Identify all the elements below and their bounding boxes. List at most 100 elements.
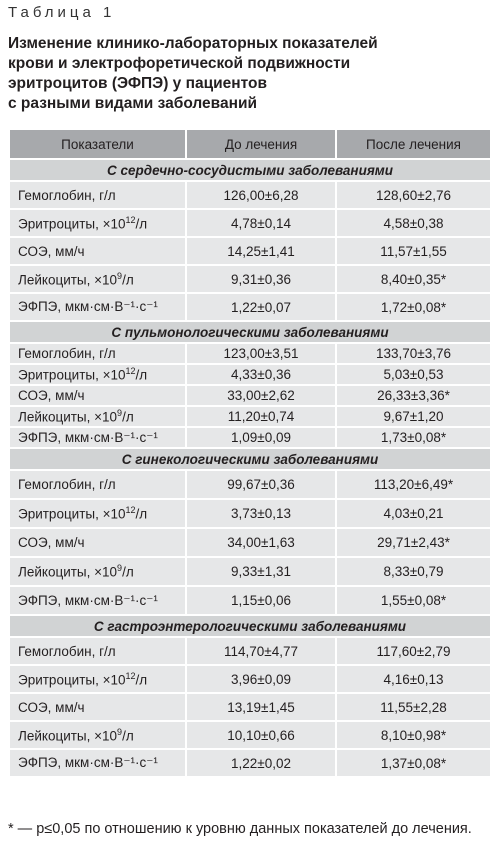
data-row: СОЭ, мм/ч 13,19±1,45 11,55±2,28 bbox=[8, 692, 492, 722]
row-label: Лейкоциты, ×109/л bbox=[8, 720, 187, 750]
value-before: 14,25±1,41 bbox=[185, 236, 337, 266]
data-row: ЭФПЭ, мкм·см·В⁻¹·с⁻¹ 1,22±0,02 1,37±0,08* bbox=[8, 748, 492, 778]
label-unit: /л bbox=[135, 506, 148, 522]
title: Изменение клинико-лабораторных показател… bbox=[8, 34, 488, 114]
value-before: 9,31±0,36 bbox=[185, 264, 337, 294]
row-label: СОЭ, мм/ч bbox=[8, 692, 187, 722]
label-text: ЭФПЭ, мкм·см·В⁻¹·с⁻¹ bbox=[18, 592, 158, 608]
label-text: СОЭ, мм/ч bbox=[18, 388, 85, 403]
value-after: 4,58±0,38 bbox=[335, 208, 492, 238]
data-row: Гемоглобин, г/л 123,00±3,51 133,70±3,76 bbox=[8, 342, 492, 365]
value-after: 8,10±0,98* bbox=[335, 720, 492, 750]
title-line: эритроцитов (ЭФПЭ) у пациентов bbox=[8, 75, 268, 92]
value-before: 9,33±1,31 bbox=[185, 556, 337, 587]
label-text: СОЭ, мм/ч bbox=[18, 699, 85, 715]
row-label: СОЭ, мм/ч bbox=[8, 236, 187, 266]
value-after: 4,16±0,13 bbox=[335, 664, 492, 694]
value-before: 114,70±4,77 bbox=[185, 636, 337, 666]
value-after: 1,73±0,08* bbox=[335, 426, 492, 449]
footnote: * — р≤0,05 по отношению к уровню данных … bbox=[8, 821, 472, 837]
value-before: 11,20±0,74 bbox=[185, 405, 337, 428]
value-after: 29,71±2,43* bbox=[335, 527, 492, 558]
label-text: Эритроциты, ×10 bbox=[18, 506, 126, 522]
label-text: ЭФПЭ, мкм·см·В⁻¹·с⁻¹ bbox=[18, 429, 158, 445]
data-row: Лейкоциты, ×109/л 10,10±0,66 8,10±0,98* bbox=[8, 720, 492, 750]
row-label: ЭФПЭ, мкм·см·В⁻¹·с⁻¹ bbox=[8, 292, 187, 322]
value-after: 5,03±0,53 bbox=[335, 363, 492, 386]
label-unit: /л bbox=[135, 367, 148, 383]
value-before: 4,78±0,14 bbox=[185, 208, 337, 238]
data-row: Эритроциты, ×1012/л 4,33±0,36 5,03±0,53 bbox=[8, 363, 492, 386]
value-before: 3,96±0,09 bbox=[185, 664, 337, 694]
row-label: ЭФПЭ, мкм·см·В⁻¹·с⁻¹ bbox=[8, 585, 187, 616]
label-text: СОЭ, мм/ч bbox=[18, 535, 85, 550]
label-sup: 12 bbox=[125, 214, 136, 225]
data-row: Лейкоциты, ×109/л 9,31±0,36 8,40±0,35* bbox=[8, 264, 492, 294]
label-text: Гемоглобин, г/л bbox=[18, 346, 116, 361]
value-after: 11,57±1,55 bbox=[335, 236, 492, 266]
value-before: 4,33±0,36 bbox=[185, 363, 337, 386]
value-before: 3,73±0,13 bbox=[185, 498, 337, 529]
label-sup: 9 bbox=[117, 563, 123, 574]
label-text: ЭФПЭ, мкм·см·В⁻¹·с⁻¹ bbox=[18, 299, 158, 314]
section-title: С пульмонологическими заболеваниями bbox=[8, 320, 492, 344]
value-before: 10,10±0,66 bbox=[185, 720, 337, 750]
value-after: 11,55±2,28 bbox=[335, 692, 492, 722]
row-label: Эритроциты, ×1012/л bbox=[8, 363, 187, 386]
value-before: 123,00±3,51 bbox=[185, 342, 337, 365]
value-after: 133,70±3,76 bbox=[335, 342, 492, 365]
label-text: Эритроциты, ×10 bbox=[18, 367, 126, 383]
row-label: Лейкоциты, ×109/л bbox=[8, 405, 187, 428]
data-row: Эритроциты, ×1012/л 3,96±0,09 4,16±0,13 bbox=[8, 664, 492, 694]
label-unit: /л bbox=[122, 728, 134, 744]
value-before: 1,15±0,06 bbox=[185, 585, 337, 616]
value-after: 26,33±3,36* bbox=[335, 384, 492, 407]
data-row: Эритроциты, ×1012/л 4,78±0,14 4,58±0,38 bbox=[8, 208, 492, 238]
label-unit: /л bbox=[122, 272, 134, 288]
value-after: 128,60±2,76 bbox=[335, 180, 492, 210]
row-label: СОЭ, мм/ч bbox=[8, 527, 187, 558]
value-before: 99,67±0,36 bbox=[185, 469, 337, 500]
section-row: С сердечно-сосудистыми заболеваниями bbox=[8, 158, 492, 182]
column-header: После лечения bbox=[335, 128, 492, 160]
value-after: 8,33±0,79 bbox=[335, 556, 492, 587]
row-label: ЭФПЭ, мкм·см·В⁻¹·с⁻¹ bbox=[8, 748, 187, 778]
value-after: 9,67±1,20 bbox=[335, 405, 492, 428]
section-title: С гастроэнтерологическими заболеваниями bbox=[8, 614, 492, 638]
value-after: 117,60±2,79 bbox=[335, 636, 492, 666]
value-after: 1,72±0,08* bbox=[335, 292, 492, 322]
title-line: Изменение клинико-лабораторных показател… bbox=[8, 35, 378, 52]
data-row: Гемоглобин, г/л 126,00±6,28 128,60±2,76 bbox=[8, 180, 492, 210]
section-row: С гастроэнтерологическими заболеваниями bbox=[8, 614, 492, 638]
data-row: СОЭ, мм/ч 33,00±2,62 26,33±3,36* bbox=[8, 384, 492, 407]
section-row: С пульмонологическими заболеваниями bbox=[8, 320, 492, 344]
label-unit: /л bbox=[135, 216, 148, 232]
row-label: Эритроциты, ×1012/л bbox=[8, 664, 187, 694]
label-text: Лейкоциты, ×10 bbox=[18, 409, 118, 425]
label-sup: 9 bbox=[117, 270, 123, 281]
caption: Таблица 1 bbox=[8, 4, 116, 21]
table: Показатели До лечения После лечения С серд… bbox=[8, 128, 492, 778]
row-label: Эритроциты, ×1012/л bbox=[8, 208, 187, 238]
data-row: СОЭ, мм/ч 14,25±1,41 11,57±1,55 bbox=[8, 236, 492, 266]
row-label: Лейкоциты, ×109/л bbox=[8, 264, 187, 294]
value-before: 33,00±2,62 bbox=[185, 384, 337, 407]
row-label: Эритроциты, ×1012/л bbox=[8, 498, 187, 529]
data-row: Лейкоциты, ×109/л 11,20±0,74 9,67±1,20 bbox=[8, 405, 492, 428]
value-after: 8,40±0,35* bbox=[335, 264, 492, 294]
row-label: Гемоглобин, г/л bbox=[8, 180, 187, 210]
value-before: 126,00±6,28 bbox=[185, 180, 337, 210]
data-row: Гемоглобин, г/л 114,70±4,77 117,60±2,79 bbox=[8, 636, 492, 666]
row-label: Гемоглобин, г/л bbox=[8, 342, 187, 365]
label-text: Эритроциты, ×10 bbox=[18, 672, 126, 688]
label-unit: /л bbox=[135, 672, 148, 688]
label-text: Эритроциты, ×10 bbox=[18, 216, 126, 232]
value-after: 1,37±0,08* bbox=[335, 748, 492, 778]
section-title: С гинекологическими заболеваниями bbox=[8, 447, 492, 471]
data-row: Лейкоциты, ×109/л 9,33±1,31 8,33±0,79 bbox=[8, 556, 492, 587]
column-header: До лечения bbox=[185, 128, 337, 160]
header-row: Показатели До лечения После лечения bbox=[8, 128, 492, 160]
value-after: 1,55±0,08* bbox=[335, 585, 492, 616]
label-sup: 12 bbox=[125, 670, 136, 681]
